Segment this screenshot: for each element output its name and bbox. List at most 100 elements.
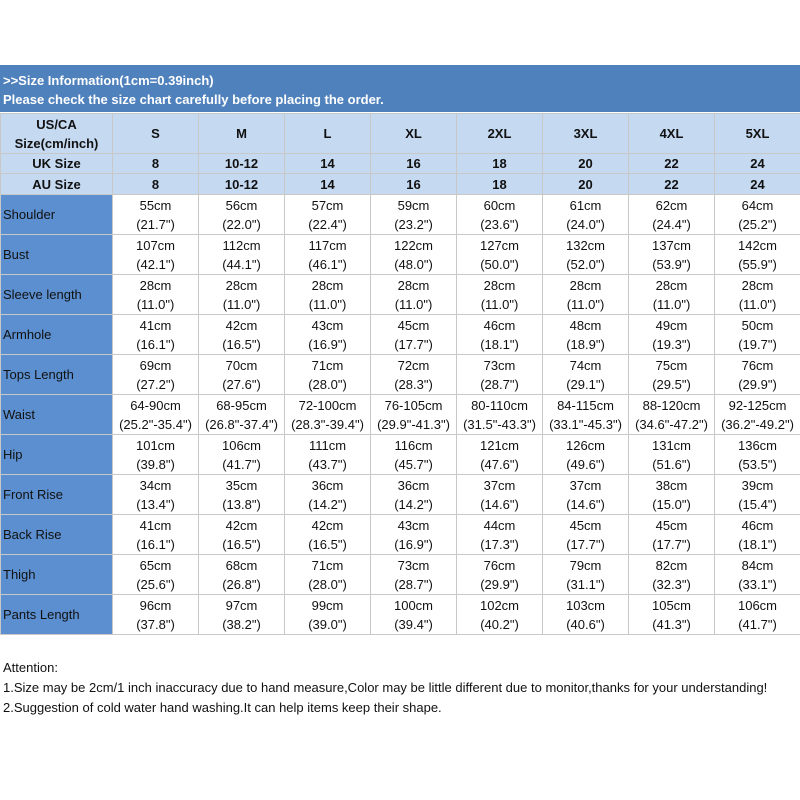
measure-line: (11.0") <box>136 296 175 312</box>
measure-line: (22.0") <box>222 216 261 232</box>
row-label: Armhole <box>0 314 113 355</box>
size-cell: 8 <box>112 173 199 195</box>
row-label: Sleeve length <box>0 274 113 315</box>
measure-line: 36cm <box>311 477 344 493</box>
measure-cell: 28cm (11.0") <box>284 274 371 315</box>
measure-line: (31.1") <box>566 576 605 592</box>
measure-line: (19.7") <box>738 336 777 352</box>
measure-line: (11.0") <box>738 296 777 312</box>
measure-line: (28.7") <box>394 576 433 592</box>
measure-line: 41cm <box>139 517 172 533</box>
measure-cell: 65cm (25.6") <box>112 554 199 595</box>
measure-cell: 79cm (31.1") <box>542 554 629 595</box>
measure-line: (16.9") <box>308 336 347 352</box>
measure-line: 80-110cm <box>471 397 528 413</box>
measure-cell: 126cm (49.6") <box>542 434 629 475</box>
measure-line: (11.0") <box>566 296 605 312</box>
measure-line: (53.5") <box>738 456 777 472</box>
measure-line: (14.2") <box>308 496 347 512</box>
measure-line: 76-105cm <box>384 397 443 413</box>
measure-line: 107cm <box>135 237 176 253</box>
measure-cell: 99cm (39.0") <box>284 594 371 635</box>
measure-line: 84-115cm <box>557 397 614 413</box>
size-cell: 2XL <box>456 113 543 154</box>
measure-cell: 42cm (16.5") <box>198 514 285 555</box>
measure-line: 69cm <box>139 357 172 373</box>
measure-line: (16.1") <box>136 336 175 352</box>
measure-line: 121cm <box>479 437 520 453</box>
header-cell: AU Size <box>0 173 113 195</box>
measure-cell: 76-105cm (29.9"-41.3") <box>370 394 457 435</box>
measure-line: 28cm <box>139 277 172 293</box>
measure-line: (33.1"-45.3") <box>549 416 622 432</box>
measure-line: 57cm <box>311 197 344 213</box>
measure-cell: 36cm (14.2") <box>370 474 457 515</box>
measure-line: (17.7") <box>566 536 605 552</box>
header-row: US/CA Size(cm/inch) S M L XL 2XL 3XL 4XL 5XL <box>0 113 800 154</box>
measure-cell: 76cm (29.9") <box>714 354 800 395</box>
measure-line: 88-120cm <box>642 397 701 413</box>
measure-cell: 84-115cm (33.1"-45.3") <box>542 394 629 435</box>
measure-line: 37cm <box>483 477 516 493</box>
measure-line: 42cm <box>311 517 344 533</box>
measure-line: (41.7") <box>738 616 777 632</box>
measure-line: 75cm <box>655 357 688 373</box>
size-cell: 8 <box>112 153 199 174</box>
measure-line: (16.1") <box>136 536 175 552</box>
measure-line: (13.4") <box>136 496 175 512</box>
measure-cell: 28cm (11.0") <box>370 274 457 315</box>
measure-line: (25.6") <box>136 576 175 592</box>
measure-line: (15.0") <box>652 496 691 512</box>
measure-cell: 111cm (43.7") <box>284 434 371 475</box>
measure-line: 43cm <box>311 317 344 333</box>
measure-line: 28cm <box>655 277 688 293</box>
measure-line: 64-90cm <box>130 397 181 413</box>
measure-line: 82cm <box>655 557 688 573</box>
row-label: Thigh <box>0 554 113 595</box>
measure-cell: 46cm (18.1") <box>456 314 543 355</box>
measure-line: 106cm <box>737 597 778 613</box>
measure-cell: 73cm (28.7") <box>456 354 543 395</box>
measure-line: 137cm <box>651 237 692 253</box>
row-label: Pants Length <box>0 594 113 635</box>
measure-cell: 112cm (44.1") <box>198 234 285 275</box>
measure-line: 45cm <box>397 317 430 333</box>
measure-line: 74cm <box>569 357 602 373</box>
measure-line: 44cm <box>483 517 516 533</box>
header-line: Please check the size chart carefully be… <box>3 92 384 107</box>
measure-line: (25.2"-35.4") <box>119 416 192 432</box>
measure-line: (17.7") <box>652 536 691 552</box>
measure-line: (38.2") <box>222 616 261 632</box>
size-cell: 14 <box>284 153 371 174</box>
measure-cell: 45cm (17.7") <box>628 514 715 555</box>
measure-line: 39cm <box>741 477 774 493</box>
measure-cell: 132cm (52.0") <box>542 234 629 275</box>
size-cell: XL <box>370 113 457 154</box>
measure-line: (26.8") <box>222 576 261 592</box>
size-cell: M <box>198 113 285 154</box>
measure-line: 101cm <box>135 437 176 453</box>
measure-line: (16.9") <box>394 536 433 552</box>
header-line: >>Size Information(1cm=0.39inch) <box>3 73 214 88</box>
measure-line: (16.5") <box>222 536 261 552</box>
header-label-line: US/CA <box>36 116 77 132</box>
measure-line: 42cm <box>225 517 258 533</box>
measure-line: 50cm <box>741 317 774 333</box>
size-cell: 16 <box>370 173 457 195</box>
measure-line: (11.0") <box>652 296 691 312</box>
body-row: Shoulder 55cm (21.7") 56cm (22.0") 57cm (22.4"… <box>0 194 800 235</box>
measure-cell: 42cm (16.5") <box>198 314 285 355</box>
measure-cell: 49cm (19.3") <box>628 314 715 355</box>
measure-cell: 36cm (14.2") <box>284 474 371 515</box>
measure-cell: 28cm (11.0") <box>542 274 629 315</box>
measure-cell: 73cm (28.7") <box>370 554 457 595</box>
measure-cell: 28cm (11.0") <box>112 274 199 315</box>
measure-line: 35cm <box>225 477 258 493</box>
header-label-line: Size(cm/inch) <box>14 135 99 151</box>
measure-line: 76cm <box>483 557 516 573</box>
measure-line: 127cm <box>479 237 520 253</box>
measure-line: 45cm <box>569 517 602 533</box>
measure-line: 73cm <box>397 557 430 573</box>
measure-line: 46cm <box>483 317 516 333</box>
measure-line: 37cm <box>569 477 602 493</box>
